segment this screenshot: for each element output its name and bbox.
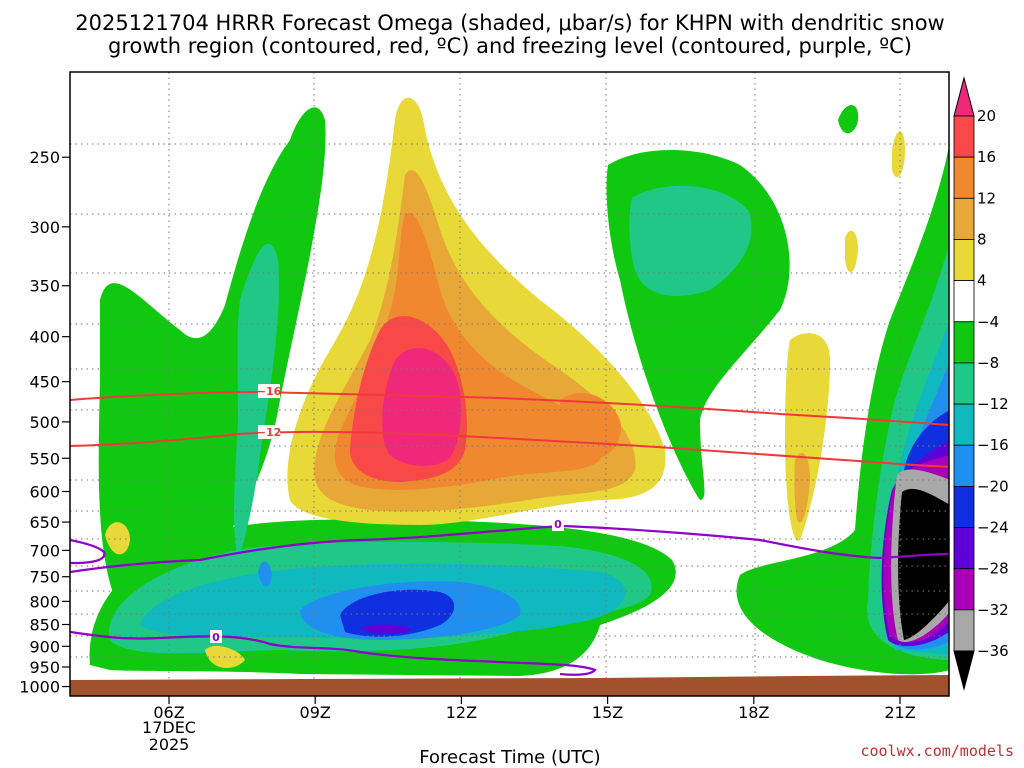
colorbar-segment <box>953 403 975 446</box>
x-tick-label: 21Z <box>884 703 915 722</box>
colorbar-segment <box>953 197 975 240</box>
isotherm-upper-red <box>70 390 949 426</box>
colorbar-segment <box>953 527 975 570</box>
y-tick-label: 850 <box>29 616 60 635</box>
colorbar-segment <box>953 280 975 323</box>
x-tick-label: 18Z <box>738 703 769 722</box>
omega-band-neg4 <box>98 107 326 610</box>
plot-area <box>70 72 949 696</box>
colorbar-segment <box>953 444 975 487</box>
colorbar-label: −32 <box>977 601 1009 619</box>
omega-band-neg8 <box>233 243 279 560</box>
y-tick-label: 350 <box>29 277 60 296</box>
colorbar-label: −12 <box>977 395 1009 413</box>
y-tick-label: 650 <box>29 513 60 532</box>
omega-band-neg4 <box>838 105 859 134</box>
x-tick-label: 12Z <box>446 703 477 722</box>
colorbar-segment <box>953 485 975 528</box>
isotherm-label-lower: −12 <box>257 426 282 439</box>
omega-band-pos4 <box>892 131 905 178</box>
y-tick-label: 550 <box>29 449 60 468</box>
colorbar-label: −8 <box>977 354 999 372</box>
omega-band-neg20 <box>340 589 455 637</box>
colorbar-label: 4 <box>977 272 987 290</box>
y-tick-label: 1000 <box>19 678 60 697</box>
credit-text: coolwx.com/models <box>860 742 1014 760</box>
x-axis-label: Forecast Time (UTC) <box>419 747 600 768</box>
y-tick-label: 300 <box>29 218 60 237</box>
colorbar: 20 16 12 8 4 −4 −8 −12 −16 −20 −24 −28 −32 −36 <box>953 76 1009 691</box>
colorbar-label: 8 <box>977 230 987 248</box>
omega-band-pos4 <box>105 522 130 555</box>
y-tick-label: 900 <box>29 637 60 656</box>
omega-band-neg24 <box>360 624 412 635</box>
title-line-2: growth region (contoured, red, ºC) and f… <box>108 34 912 58</box>
omega-band-neg16 <box>258 561 272 587</box>
y-tick-label: 400 <box>29 328 60 347</box>
colorbar-label: −20 <box>977 477 1009 495</box>
omega-band-pos20 <box>382 348 462 466</box>
colorbar-segment <box>953 115 975 158</box>
y-tick-label: 500 <box>29 413 60 432</box>
colorbar-segment <box>953 321 975 364</box>
freezing-level-label-lower: 0 <box>212 631 220 644</box>
freezing-level-upper <box>70 524 949 574</box>
omega-band-neg36 <box>898 488 949 640</box>
y-tick-label: 950 <box>29 658 60 677</box>
omega-band-neg8 <box>629 185 752 296</box>
colorbar-label: −36 <box>977 642 1009 660</box>
colorbar-segment <box>953 239 975 282</box>
y-tick-label: 700 <box>29 541 60 560</box>
y-tick-label: 750 <box>29 568 60 587</box>
grid <box>70 72 949 696</box>
freezing-level-label-upper: 0 <box>554 518 562 531</box>
colorbar-segment <box>953 362 975 405</box>
colorbar-segment <box>953 156 975 199</box>
y-axis: 250 300 350 400 450 500 550 600 650 700 750 800 850 9… <box>19 148 70 697</box>
colorbar-segment <box>953 568 975 611</box>
colorbar-label: 12 <box>977 189 996 207</box>
colorbar-label: −28 <box>977 560 1009 578</box>
y-tick-label: 800 <box>29 592 60 611</box>
colorbar-label: −24 <box>977 519 1009 537</box>
x-axis: 06Z 09Z 12Z 15Z 18Z 21Z <box>153 696 916 722</box>
freezing-level-lower <box>70 630 597 676</box>
y-tick-label: 600 <box>29 483 60 502</box>
omega-band-pos8 <box>794 452 810 523</box>
x-tick-label: 15Z <box>592 703 623 722</box>
x-date-year: 2025 <box>149 735 190 754</box>
colorbar-label: 16 <box>977 148 996 166</box>
colorbar-bottom-arrow <box>953 650 975 691</box>
x-tick-label: 09Z <box>300 703 331 722</box>
colorbar-segment <box>953 609 975 652</box>
x-date-day: 17DEC <box>142 718 196 737</box>
colorbar-label: −4 <box>977 313 999 331</box>
colorbar-label: −16 <box>977 436 1009 454</box>
x-tick-label: 06Z <box>153 703 184 722</box>
title-line-1: 2025121704 HRRR Forecast Omega (shaded, … <box>75 11 944 35</box>
y-tick-label: 450 <box>29 373 60 392</box>
colorbar-top-arrow <box>953 76 975 117</box>
ground-surface <box>70 675 949 696</box>
omega-band-pos4 <box>845 230 858 273</box>
plot-frame <box>69 71 950 697</box>
isotherm-lower-red <box>70 430 949 468</box>
y-tick-label: 250 <box>29 148 60 167</box>
contour-labels: −16 −12 0 0 <box>210 384 564 644</box>
isotherm-label-upper: −16 <box>257 385 282 398</box>
colorbar-label: 20 <box>977 107 996 125</box>
